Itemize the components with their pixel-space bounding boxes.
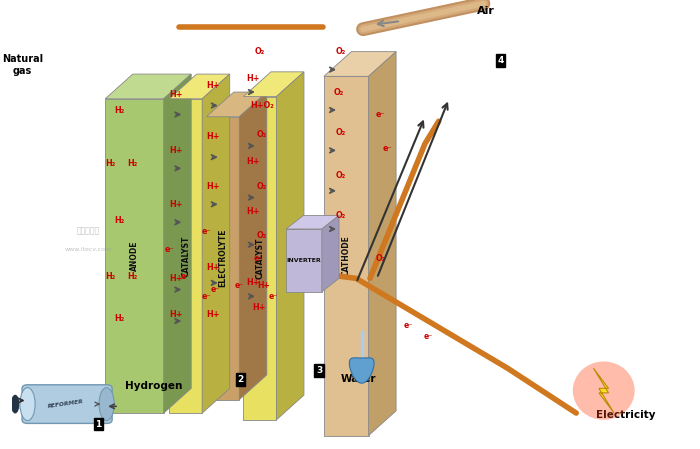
Ellipse shape xyxy=(12,396,19,413)
Text: H+: H+ xyxy=(206,310,220,319)
Text: REFORMER: REFORMER xyxy=(47,399,84,409)
Text: 2: 2 xyxy=(237,375,244,384)
Text: e⁻: e⁻ xyxy=(403,321,412,330)
Polygon shape xyxy=(244,97,276,420)
Text: e⁻: e⁻ xyxy=(211,285,220,294)
Text: e⁻: e⁻ xyxy=(234,281,244,290)
Polygon shape xyxy=(286,216,339,229)
Text: O₂: O₂ xyxy=(336,47,346,56)
Polygon shape xyxy=(349,358,374,383)
Polygon shape xyxy=(206,92,267,117)
Text: H+: H+ xyxy=(252,303,265,312)
Polygon shape xyxy=(105,99,164,413)
Text: H+: H+ xyxy=(257,281,270,290)
Text: INVERTER: INVERTER xyxy=(286,258,321,263)
Text: CATALYST: CATALYST xyxy=(256,238,265,279)
Text: e⁻: e⁻ xyxy=(382,144,392,153)
Text: Water: Water xyxy=(340,374,376,384)
Text: e⁻: e⁻ xyxy=(164,245,174,254)
Text: O₂: O₂ xyxy=(257,231,267,240)
Text: e⁻: e⁻ xyxy=(181,272,190,281)
Text: H+: H+ xyxy=(246,74,260,83)
Text: O₂: O₂ xyxy=(376,254,386,263)
Polygon shape xyxy=(369,52,396,436)
Text: H₂: H₂ xyxy=(114,314,124,323)
Ellipse shape xyxy=(20,387,35,421)
Text: O₂: O₂ xyxy=(333,88,344,97)
Text: H+: H+ xyxy=(169,274,183,283)
Polygon shape xyxy=(169,99,202,413)
Ellipse shape xyxy=(573,361,635,420)
Polygon shape xyxy=(324,76,369,436)
Text: e⁻: e⁻ xyxy=(424,332,433,341)
Text: H+: H+ xyxy=(169,310,183,319)
Text: ELECTROLYTE: ELECTROLYTE xyxy=(218,229,228,287)
Text: H₂: H₂ xyxy=(127,159,138,168)
Text: e⁻: e⁻ xyxy=(253,254,263,263)
Text: O₂: O₂ xyxy=(257,182,267,191)
Text: Air: Air xyxy=(477,6,494,16)
Polygon shape xyxy=(202,74,230,413)
Text: H+: H+ xyxy=(206,81,220,90)
Text: O₂: O₂ xyxy=(255,47,265,56)
Ellipse shape xyxy=(99,387,114,421)
Polygon shape xyxy=(322,216,339,292)
Text: H+: H+ xyxy=(169,90,183,99)
Text: H+: H+ xyxy=(169,146,183,155)
Polygon shape xyxy=(324,52,396,76)
Text: H+: H+ xyxy=(246,157,260,166)
Polygon shape xyxy=(105,74,191,99)
Text: H+: H+ xyxy=(206,132,220,141)
Text: ANODE: ANODE xyxy=(130,241,139,271)
Text: 4: 4 xyxy=(498,56,504,65)
Text: H₂: H₂ xyxy=(127,272,138,281)
Text: e⁻: e⁻ xyxy=(376,110,386,119)
Text: e⁻: e⁻ xyxy=(202,292,211,301)
Polygon shape xyxy=(239,92,267,400)
FancyBboxPatch shape xyxy=(22,385,112,423)
Text: H+O₂: H+O₂ xyxy=(250,101,274,110)
Text: O₂: O₂ xyxy=(336,211,346,220)
Text: H₂: H₂ xyxy=(105,272,116,281)
Polygon shape xyxy=(286,229,322,292)
Text: H₂: H₂ xyxy=(114,216,124,224)
Text: O₂: O₂ xyxy=(336,171,346,180)
Polygon shape xyxy=(244,72,304,97)
Text: H+: H+ xyxy=(246,278,260,287)
Text: H+: H+ xyxy=(169,200,183,209)
Text: 1: 1 xyxy=(95,420,101,429)
Text: H+: H+ xyxy=(246,207,260,216)
Text: CATHODE: CATHODE xyxy=(342,235,351,277)
Polygon shape xyxy=(206,117,239,400)
Text: H₂: H₂ xyxy=(105,159,116,168)
Polygon shape xyxy=(169,74,230,99)
Text: H+: H+ xyxy=(206,182,220,191)
Text: Electricity: Electricity xyxy=(596,410,655,420)
Text: www.itecv.com: www.itecv.com xyxy=(64,247,111,252)
Polygon shape xyxy=(164,74,191,413)
Polygon shape xyxy=(276,72,304,420)
Text: 中国储能网: 中国储能网 xyxy=(76,226,99,235)
Text: Natural
gas: Natural gas xyxy=(2,54,43,76)
Text: H₂: H₂ xyxy=(114,106,124,114)
Text: 3: 3 xyxy=(316,366,322,375)
Text: H+: H+ xyxy=(206,263,220,272)
Polygon shape xyxy=(594,368,614,413)
Text: O₂: O₂ xyxy=(257,130,267,139)
Text: O₂: O₂ xyxy=(336,128,346,137)
Text: Hydrogen: Hydrogen xyxy=(125,381,182,391)
Text: CATALYST: CATALYST xyxy=(181,235,190,277)
Text: e⁻: e⁻ xyxy=(269,292,279,301)
Text: e⁻: e⁻ xyxy=(202,227,211,236)
